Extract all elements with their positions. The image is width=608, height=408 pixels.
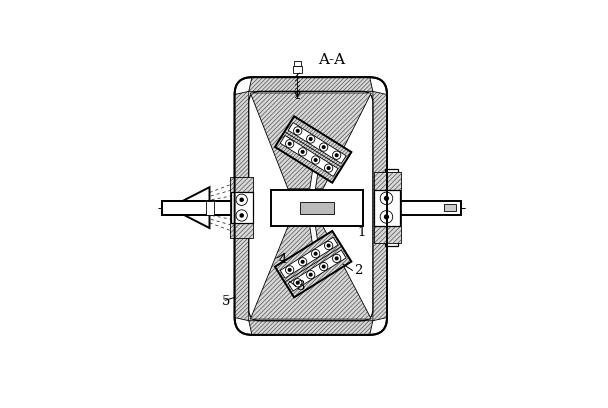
Polygon shape — [309, 148, 322, 190]
Circle shape — [236, 210, 247, 221]
Circle shape — [322, 265, 325, 268]
Circle shape — [240, 198, 243, 201]
Circle shape — [325, 242, 333, 250]
Bar — [294, 61, 302, 66]
Circle shape — [236, 194, 247, 205]
Circle shape — [333, 254, 341, 263]
Bar — [375, 190, 399, 226]
Polygon shape — [309, 226, 322, 267]
Circle shape — [296, 282, 299, 284]
Text: 5: 5 — [222, 295, 230, 308]
Circle shape — [302, 151, 304, 153]
Circle shape — [286, 140, 294, 148]
Circle shape — [327, 167, 330, 169]
Bar — [232, 192, 254, 223]
Circle shape — [320, 143, 328, 151]
FancyBboxPatch shape — [249, 91, 373, 321]
Text: 2: 2 — [354, 264, 362, 277]
Circle shape — [380, 192, 393, 205]
Circle shape — [385, 215, 389, 219]
Polygon shape — [235, 91, 249, 321]
Circle shape — [320, 262, 328, 271]
Circle shape — [309, 137, 312, 140]
Bar — [444, 204, 456, 211]
Circle shape — [294, 127, 302, 135]
Circle shape — [314, 252, 317, 255]
Text: 3: 3 — [297, 279, 306, 293]
Bar — [387, 201, 461, 215]
Circle shape — [288, 142, 291, 145]
Bar — [162, 201, 235, 215]
Polygon shape — [250, 93, 371, 189]
Circle shape — [306, 135, 315, 143]
Circle shape — [240, 214, 243, 217]
Bar — [206, 201, 214, 215]
Polygon shape — [275, 116, 351, 183]
Polygon shape — [375, 172, 401, 243]
Circle shape — [322, 146, 325, 149]
Bar — [271, 190, 364, 226]
Circle shape — [311, 250, 320, 258]
Bar — [385, 169, 398, 246]
Polygon shape — [373, 91, 387, 321]
Circle shape — [336, 257, 338, 260]
Text: A-A: A-A — [319, 53, 345, 67]
Polygon shape — [170, 187, 210, 228]
Circle shape — [296, 130, 299, 132]
Polygon shape — [288, 250, 346, 291]
Circle shape — [380, 211, 393, 223]
Circle shape — [288, 268, 291, 271]
Polygon shape — [288, 123, 346, 164]
Circle shape — [294, 279, 302, 287]
Circle shape — [306, 271, 315, 279]
Bar — [293, 66, 302, 73]
FancyBboxPatch shape — [235, 77, 387, 335]
Circle shape — [327, 244, 330, 247]
Circle shape — [336, 154, 338, 157]
Polygon shape — [230, 177, 254, 238]
Circle shape — [325, 164, 333, 172]
Polygon shape — [280, 237, 338, 278]
Polygon shape — [249, 321, 373, 335]
Circle shape — [333, 151, 341, 160]
Polygon shape — [249, 77, 373, 91]
Polygon shape — [250, 226, 371, 319]
Circle shape — [286, 266, 294, 274]
Bar — [300, 202, 334, 213]
Text: 4: 4 — [278, 253, 287, 266]
Polygon shape — [275, 231, 351, 297]
Polygon shape — [280, 135, 338, 176]
Circle shape — [385, 197, 389, 200]
Text: 1: 1 — [357, 226, 365, 239]
Circle shape — [302, 260, 304, 263]
Circle shape — [299, 257, 307, 266]
Circle shape — [309, 273, 312, 276]
Circle shape — [311, 156, 320, 164]
Circle shape — [314, 159, 317, 161]
Circle shape — [299, 148, 307, 156]
